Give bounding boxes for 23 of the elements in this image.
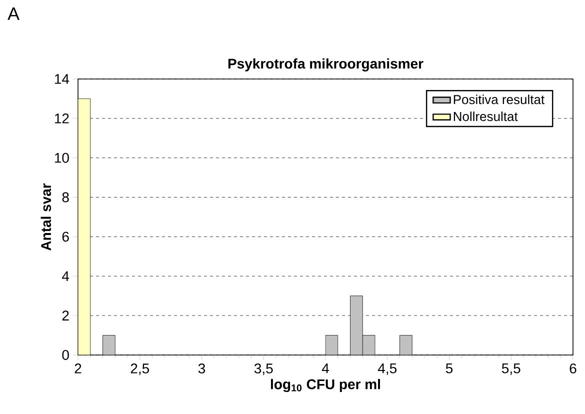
y-tick-label: 6	[62, 232, 69, 242]
x-tick-label: 3	[198, 364, 206, 374]
legend-label: Positiva resultat	[454, 94, 544, 104]
chart-title: Psykrotrofa mikroorganismer	[228, 58, 424, 72]
y-tick-label: 10	[54, 152, 69, 163]
y-tick-label: 8	[62, 192, 69, 202]
y-tick-label: 2	[62, 310, 69, 320]
x-tick-label: 4	[322, 364, 329, 374]
text: A	[8, 8, 20, 20]
x-tick-label: 2,5	[130, 364, 150, 376]
y-tick-label: 14	[54, 74, 70, 84]
y-tick-label: 12	[54, 114, 69, 124]
x-tick-label: 5,5	[502, 364, 520, 375]
y-tick-label: 4	[62, 271, 70, 281]
y-tick-label: 0	[62, 350, 69, 360]
x-tick-label: 5	[446, 364, 453, 374]
x-axis-title: log$_{10}$ CFU per ml	[270, 378, 380, 392]
x-tick-label: 4,5	[378, 364, 397, 375]
x-tick-label: 3,5	[254, 364, 273, 376]
y-axis-title: Antal svar	[40, 183, 52, 250]
x-tick-label: 6	[570, 364, 576, 374]
legend-label: Nollresultat	[454, 112, 518, 122]
x-tick-label: 2	[74, 364, 82, 374]
